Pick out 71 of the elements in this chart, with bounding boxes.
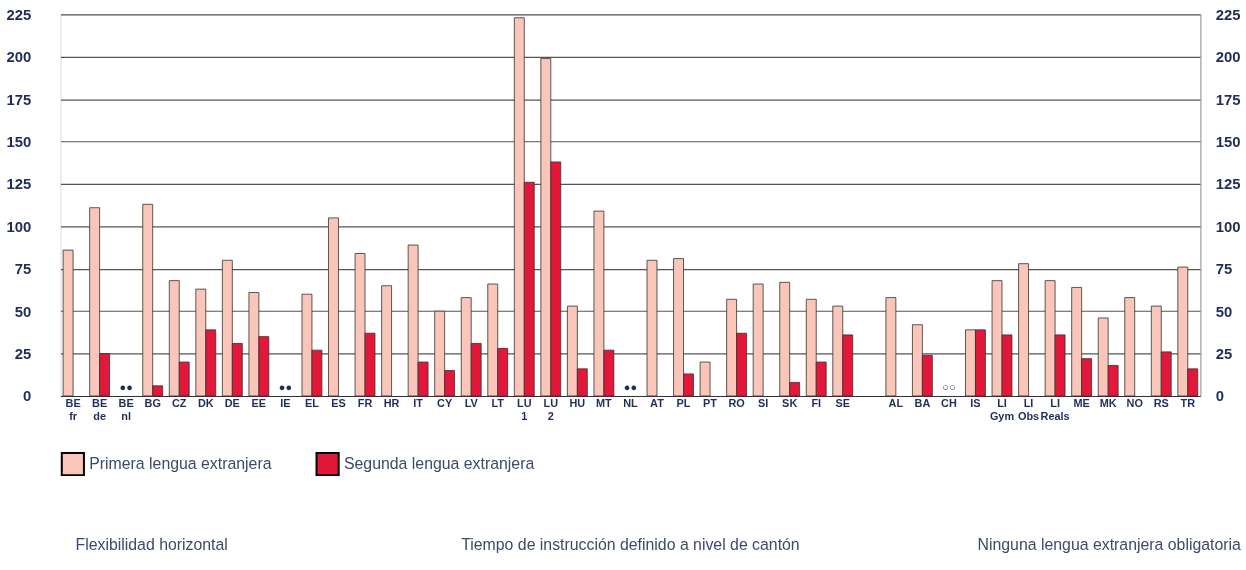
y2-tick-label: 0 — [1215, 388, 1225, 405]
x-tick-label: BG — [144, 397, 161, 410]
x-tick-label: DE — [224, 397, 240, 410]
y2-tick-label: 100 — [1215, 218, 1241, 235]
x-tick-label: HU — [569, 397, 586, 410]
annotation: ○○ — [942, 381, 956, 394]
x-tick-label: AT — [650, 397, 665, 410]
y-tick-label: 75 — [14, 261, 32, 278]
x-tick-label: CH — [941, 397, 957, 410]
y-tick-label: 200 — [6, 49, 32, 66]
x-tick-label: ME — [1073, 397, 1090, 410]
annotation: ●● — [623, 381, 638, 394]
y-tick-label: 100 — [6, 218, 32, 235]
y-tick-label: 125 — [6, 176, 32, 193]
y2-tick-label: 200 — [1215, 49, 1241, 66]
x-tick-label: IE — [280, 397, 291, 410]
text: Ninguna lengua extranjera obligatoria — [977, 535, 1242, 553]
annotation: ●● — [119, 381, 133, 394]
x-tick-label: IT — [413, 397, 424, 410]
x-tick-label: PL — [676, 397, 691, 410]
x-tick-label: RS — [1153, 397, 1169, 410]
legend-label: Primera lengua extranjera — [89, 454, 272, 472]
text: Flexibilidad horizontal — [75, 535, 228, 553]
y-tick-label: 175 — [6, 91, 32, 108]
y-tick-label: 25 — [14, 346, 32, 363]
y2-tick-label: 125 — [1215, 176, 1241, 193]
x-tick-label: SK — [782, 397, 798, 410]
x-tick-label: AL — [888, 397, 904, 410]
y-tick-label: 50 — [14, 303, 32, 320]
x-tick-label: RO — [728, 397, 746, 410]
x-tick-label: EE — [251, 397, 267, 410]
x-tick-label: FR — [357, 397, 373, 410]
x-tick-label: BE fr — [65, 397, 81, 423]
x-tick-label: LU 2 — [543, 397, 559, 423]
y-tick-label: 0 — [22, 388, 32, 405]
x-tick-label: LI Reals — [1040, 397, 1070, 423]
x-tick-label: BA — [914, 397, 931, 410]
x-tick-label: LV — [464, 397, 479, 410]
y2-tick-label: 225 — [1215, 6, 1241, 23]
text: Tiempo de instrucción definido a nivel de cantón — [461, 535, 800, 553]
y2-tick-label: 150 — [1215, 134, 1241, 151]
x-tick-label: CZ — [171, 397, 187, 410]
y-tick-label: 225 — [6, 6, 32, 23]
y2-tick-label: 175 — [1215, 91, 1241, 108]
x-tick-label: CY — [437, 397, 453, 410]
legend-label: Segunda lengua extranjera — [343, 454, 535, 472]
x-tick-label: BE nl — [118, 397, 134, 423]
x-tick-label: NO — [1126, 397, 1144, 410]
x-tick-label: HR — [383, 397, 400, 410]
x-tick-label: LI Obs — [1017, 397, 1040, 423]
x-tick-label: BE de — [92, 397, 108, 423]
y2-tick-label: 50 — [1215, 303, 1233, 320]
x-tick-label: LU 1 — [517, 397, 532, 423]
x-tick-label: LI Gym — [989, 397, 1015, 423]
x-tick-label: PT — [703, 397, 718, 410]
annotation: ●● — [278, 381, 292, 394]
x-tick-label: FI — [811, 397, 822, 410]
x-tick-label: LT — [491, 397, 505, 410]
x-tick-label: DK — [197, 397, 214, 410]
x-tick-label: MT — [596, 397, 613, 410]
y2-tick-label: 25 — [1215, 346, 1233, 363]
x-tick-label: MK — [1099, 397, 1117, 410]
x-tick-label: TR — [1180, 397, 1196, 410]
x-tick-label: IS — [970, 397, 981, 410]
x-tick-label: NL — [623, 397, 639, 410]
x-tick-label: ES — [331, 397, 346, 410]
y-tick-label: 150 — [6, 134, 32, 151]
x-tick-label: EL — [304, 397, 320, 410]
y2-tick-label: 75 — [1215, 261, 1233, 278]
x-tick-label: SE — [835, 397, 851, 410]
x-tick-label: SI — [757, 397, 769, 410]
